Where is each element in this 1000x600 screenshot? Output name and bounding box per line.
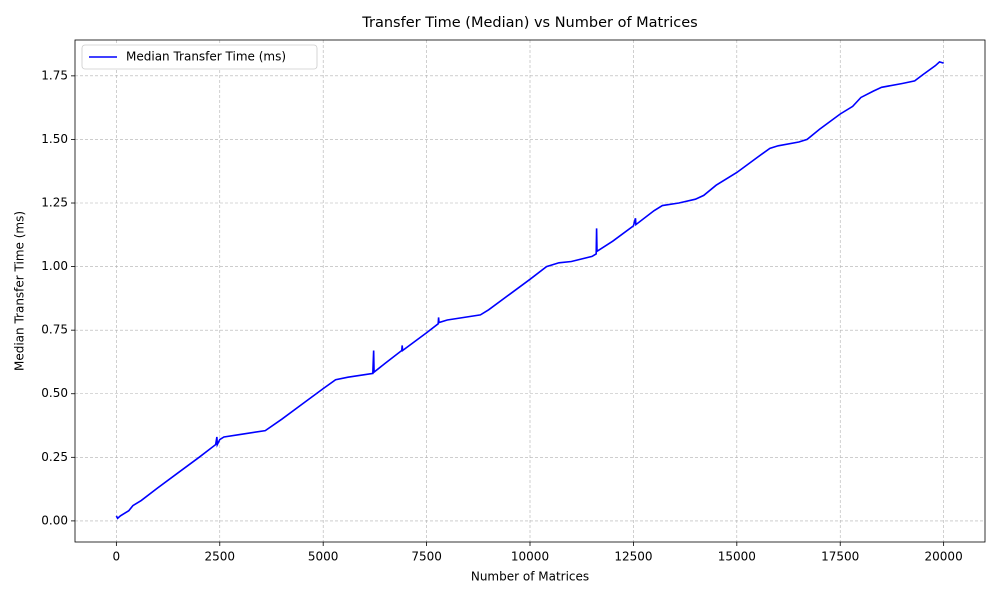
y-tick-label: 0.00 [41, 513, 68, 527]
x-tick-label: 0 [113, 550, 121, 564]
legend-box [81, 44, 318, 70]
chart-title: Transfer Time (Median) vs Number of Matr… [361, 15, 697, 31]
x-axis-label: Number of Matrices [471, 570, 589, 584]
y-tick-label: 0.50 [41, 386, 68, 400]
plot-frame [74, 39, 986, 543]
x-tick-label: 10000 [511, 550, 549, 564]
data-line [115, 60, 944, 520]
x-tick-label: 5000 [308, 550, 339, 564]
y-axis-label: Median Transfer Time (ms) [13, 211, 27, 371]
y-tick-label: 1.25 [41, 196, 68, 210]
y-tick-label: 1.00 [41, 259, 68, 273]
y-tick-label: 0.25 [41, 450, 68, 464]
x-tick-label: 2500 [204, 550, 235, 564]
x-tick-label: 20000 [925, 550, 963, 564]
x-tick-label: 7500 [411, 550, 442, 564]
x-tick-label: 12500 [614, 550, 652, 564]
y-tick-label: 0.75 [41, 323, 68, 337]
legend-label: Median Transfer Time (ms) [126, 50, 286, 64]
y-tick-label: 1.50 [41, 132, 68, 146]
x-tick-label: 15000 [718, 550, 756, 564]
x-tick-label: 17500 [821, 550, 859, 564]
y-tick-label: 1.75 [41, 68, 68, 82]
